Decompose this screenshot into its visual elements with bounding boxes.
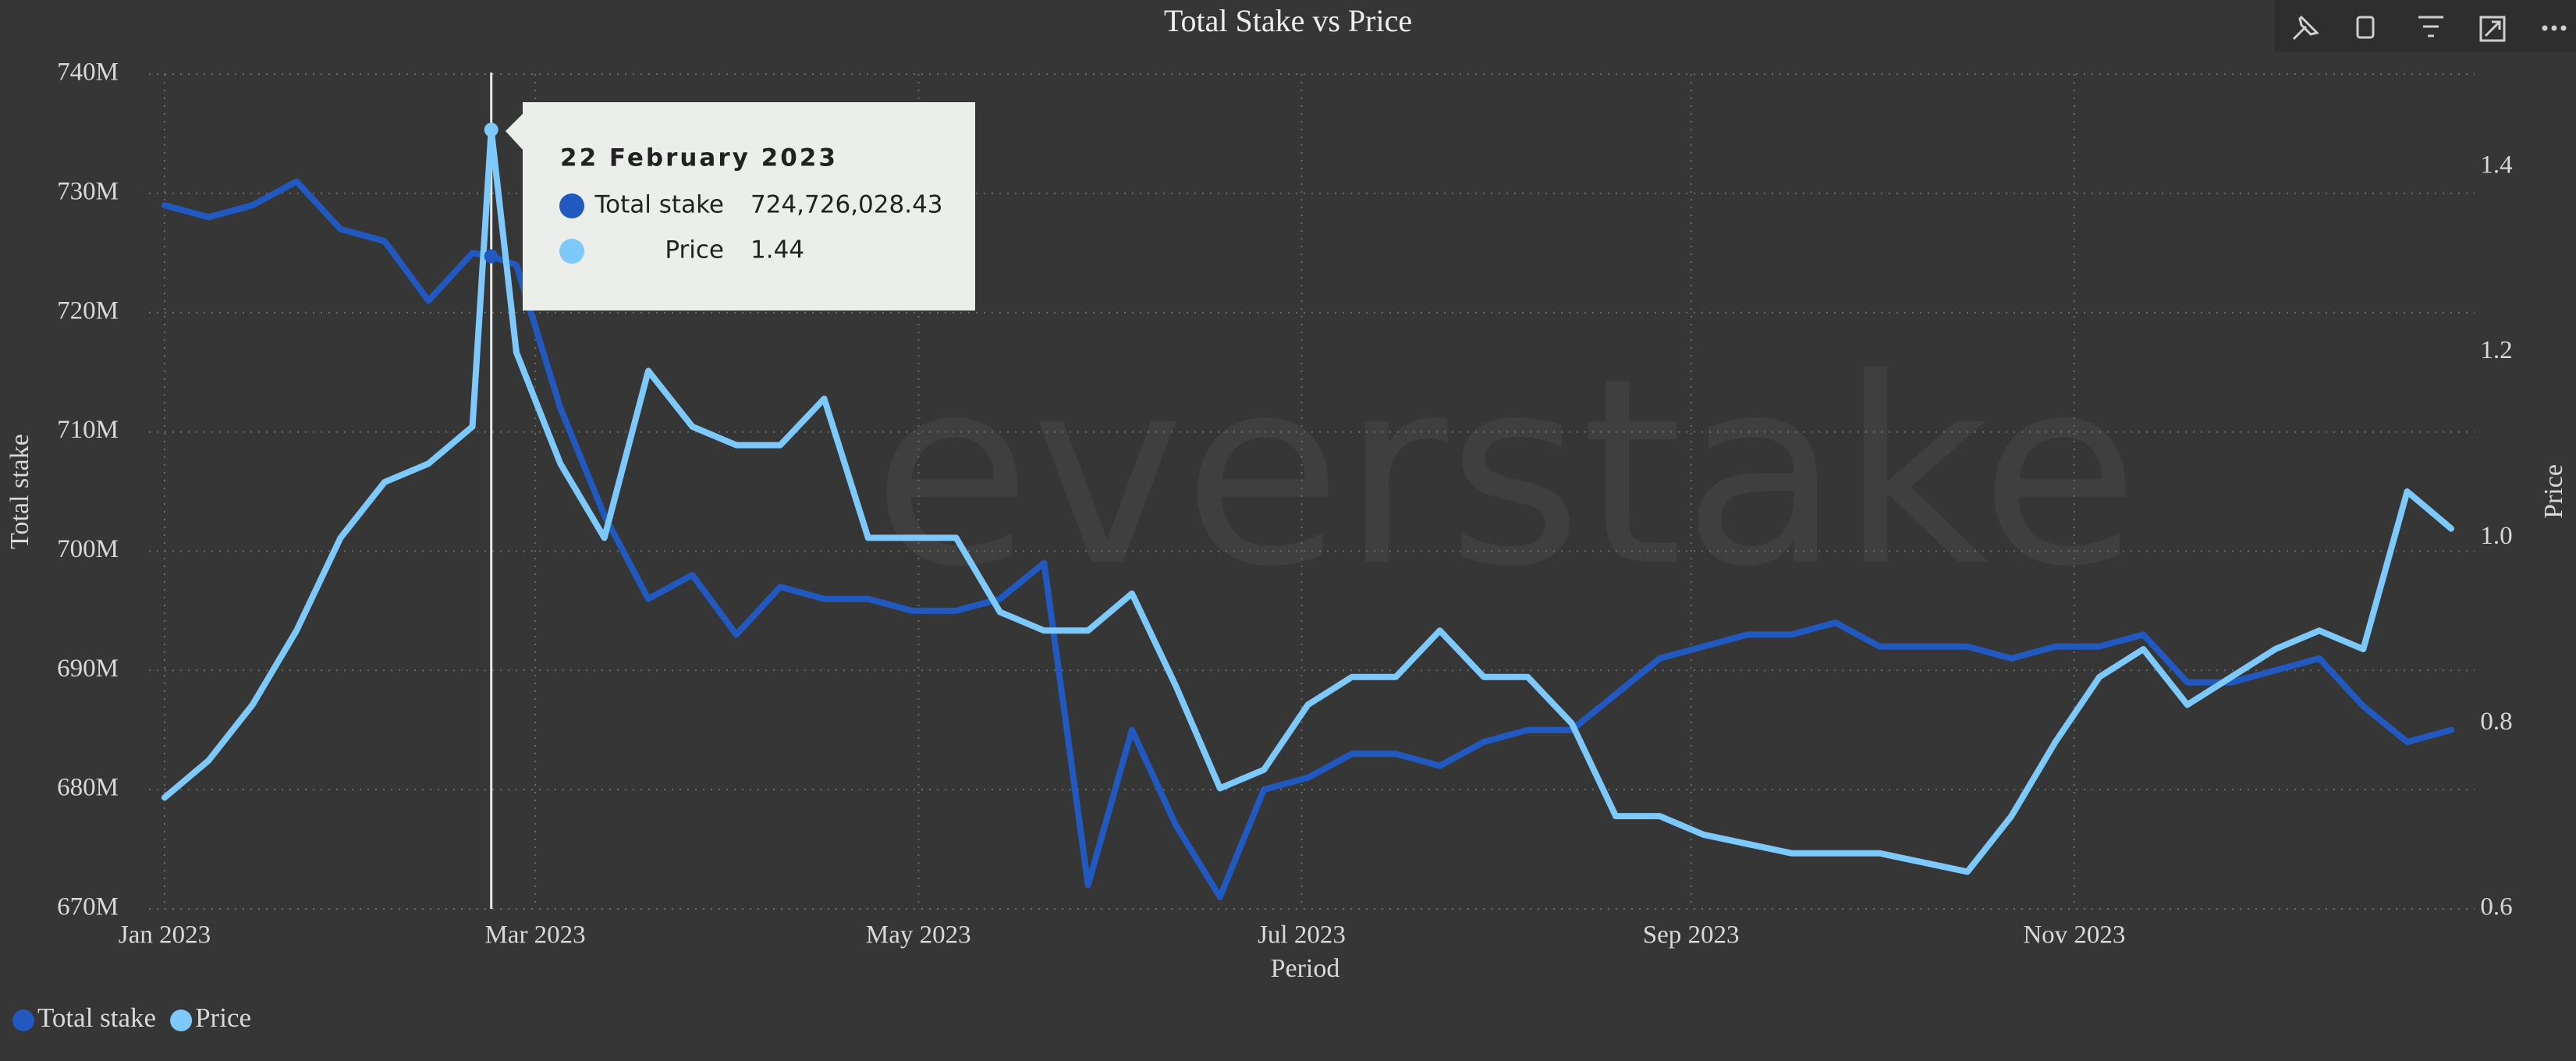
pin-icon[interactable] [2292,15,2319,41]
focus-icon[interactable] [2479,16,2506,42]
y-tick-label: 730M [57,177,119,205]
y2-tick-label: 0.6 [2480,893,2512,921]
filter-icon[interactable] [2418,16,2443,37]
tooltip-label: Total stake [594,191,724,219]
y2-tick-label: 1.2 [2480,336,2512,364]
toolbar [2275,0,2576,51]
series-line [161,126,2454,875]
x-axis-title: Period [1271,954,1340,983]
copy-icon[interactable] [2356,16,2375,39]
tooltip: 22 February 2023 Total stake 724,726,028.4… [506,102,975,310]
y2-tick-label: 0.8 [2480,708,2512,736]
y-tick-label: 680M [57,774,119,802]
legend-label: Price [195,1002,251,1033]
more-icon[interactable] [2542,25,2567,31]
tooltip-title: 22 February 2023 [560,144,838,172]
legend-label: Total stake [37,1002,156,1033]
y2-axis-title: Price [2539,464,2568,519]
series-line [161,178,2454,900]
x-tick-label: Jul 2023 [1258,921,1346,949]
y-tick-label: 670M [57,893,119,921]
hover-point [484,249,499,264]
tooltip-box [506,102,975,310]
y-tick-label: 690M [57,655,119,683]
tooltip-value: 1.44 [750,236,804,264]
hover-point [484,122,499,137]
y-tick-label: 720M [57,296,119,325]
tooltip-value: 724,726,028.43 [750,191,943,219]
chart-title: Total Stake vs Price [1164,3,1412,38]
x-tick-label: Mar 2023 [484,921,585,949]
tooltip-swatch [559,239,584,264]
y-tick-label: 700M [57,535,119,563]
x-tick-label: Jan 2023 [119,921,211,949]
legend-swatch [170,1010,193,1031]
tooltip-label: Price [665,236,724,264]
y2-tick-label: 1.0 [2480,522,2512,550]
y-tick-label: 740M [57,59,119,87]
x-tick-label: Nov 2023 [2023,921,2125,949]
watermark: everstake [873,323,2139,623]
y-axis-title: Total stake [5,434,34,549]
x-tick-label: Sep 2023 [1643,921,1740,949]
y2-tick-label: 1.4 [2480,151,2512,179]
legend-swatch [12,1010,34,1031]
x-tick-label: May 2023 [866,921,971,949]
tooltip-swatch [559,193,584,218]
y-tick-label: 710M [57,416,119,444]
